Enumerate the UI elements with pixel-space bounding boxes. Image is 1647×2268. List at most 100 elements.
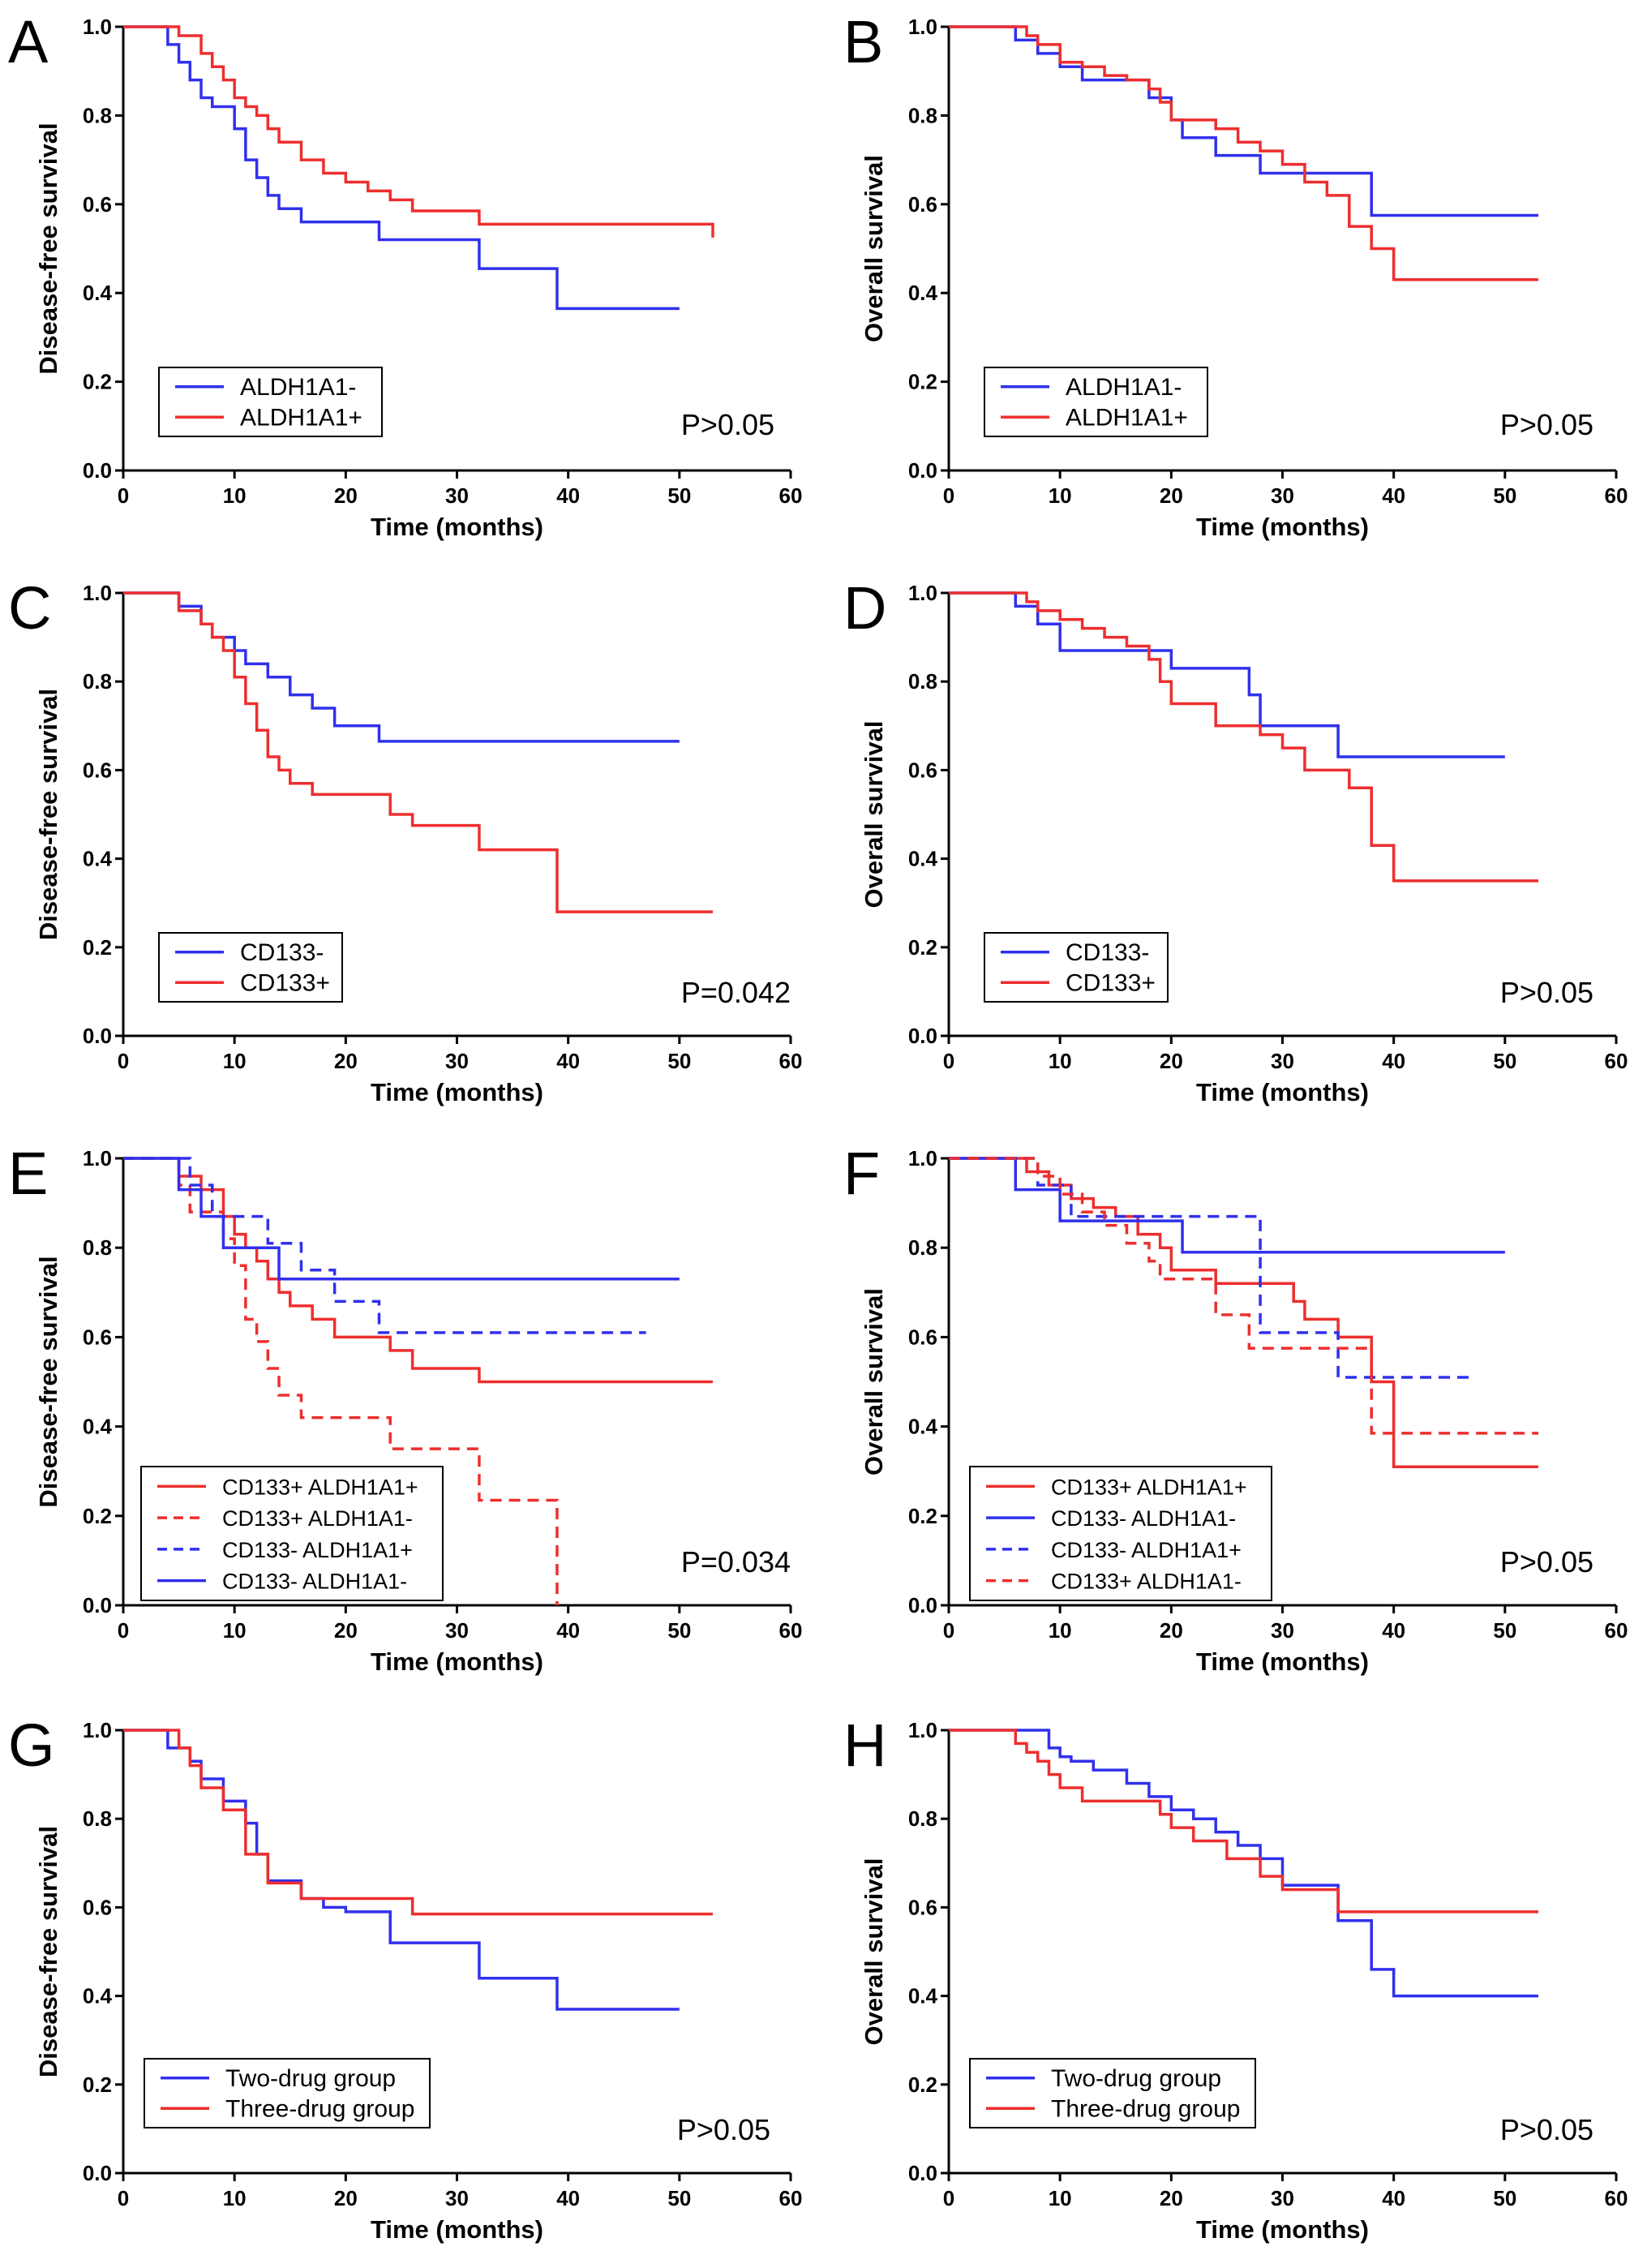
series-line-1 (949, 1157, 1538, 1468)
x-tick-label: 40 (1382, 1618, 1405, 1643)
x-tick-label: 20 (1160, 2186, 1183, 2210)
x-tick-label: 40 (556, 2186, 580, 2210)
legend-entry-label: Two-drug group (225, 2065, 396, 2092)
x-tick-label: 60 (1605, 2186, 1628, 2210)
y-tick-label: 0.2 (908, 935, 937, 960)
legend-entry-label: Two-drug group (1051, 2065, 1221, 2092)
panel-letter: B (843, 8, 883, 75)
series-line-2 (949, 1157, 1505, 1254)
y-axis-label: Overall survival (860, 1288, 888, 1475)
x-tick-label: 50 (667, 1618, 691, 1643)
y-tick-label: 0.8 (908, 1806, 937, 1831)
x-tick-label: 30 (445, 1049, 469, 1073)
series-line-2 (123, 1157, 559, 1605)
x-tick-label: 0 (943, 1618, 954, 1643)
x-tick-label: 50 (1493, 483, 1516, 508)
y-tick-label: 0.6 (908, 1895, 937, 1919)
series-line-2 (949, 25, 1538, 281)
y-tick-label: 0.4 (83, 281, 113, 305)
legend-box (144, 2058, 431, 2128)
y-axis-label: Overall survival (860, 1858, 888, 2046)
series-line-1 (123, 591, 680, 743)
legend-entry-label: CD133- ALDH1A1- (1051, 1506, 1236, 1531)
legend-box (158, 367, 383, 437)
x-tick-label: 30 (1271, 1049, 1294, 1073)
y-tick-label: 1.0 (83, 1718, 112, 1742)
x-tick-label: 50 (1493, 1049, 1516, 1073)
y-tick-label: 0.8 (83, 103, 112, 127)
series-line-1 (123, 1157, 713, 1384)
y-tick-label: 0.4 (83, 1984, 113, 2008)
x-tick-label: 50 (1493, 2186, 1516, 2210)
y-tick-label: 0.2 (908, 2073, 937, 2097)
x-tick-label: 30 (445, 2186, 469, 2210)
y-tick-label: 0.2 (83, 2073, 112, 2097)
x-axis-label: Time (months) (371, 513, 543, 541)
legend-box (140, 1466, 444, 1601)
series-line-2 (123, 591, 713, 913)
x-tick-label: 30 (1271, 2186, 1294, 2210)
legend-entry-label: ALDH1A1- (1066, 374, 1182, 401)
panel-letter: E (8, 1140, 48, 1207)
legend-box (158, 932, 343, 1003)
x-tick-label: 10 (1049, 1618, 1072, 1643)
y-tick-label: 0.8 (908, 1235, 937, 1260)
legend: CD133+ ALDH1A1+ CD133+ ALDH1A1- CD133- ALD… (140, 1466, 444, 1601)
p-value-label: P>0.05 (1500, 408, 1593, 441)
x-tick-label: 20 (1160, 1618, 1183, 1643)
y-tick-label: 0.4 (908, 1415, 938, 1439)
panel-letter: A (8, 8, 49, 75)
x-tick-label: 20 (1160, 1049, 1183, 1073)
y-tick-label: 1.0 (908, 15, 937, 39)
y-tick-label: 0.6 (908, 1325, 937, 1349)
y-tick-label: 0.2 (83, 370, 112, 394)
x-tick-label: 40 (556, 483, 580, 508)
y-tick-label: 0.0 (908, 2161, 937, 2185)
x-tick-label: 0 (118, 483, 129, 508)
x-tick-label: 10 (1049, 2186, 1072, 2210)
x-tick-label: 20 (334, 483, 358, 508)
y-tick-label: 0.2 (83, 1504, 112, 1528)
y-tick-label: 0.0 (908, 1593, 937, 1617)
y-tick-label: 0.6 (908, 758, 937, 782)
x-tick-label: 60 (779, 2186, 803, 2210)
panel-letter: F (843, 1140, 880, 1207)
legend-entry-label: ALDH1A1+ (240, 404, 362, 431)
x-tick-label: 60 (1605, 1049, 1628, 1073)
y-axis-label: Disease-free survival (34, 1826, 62, 2077)
panel-d: D 0.0 0.2 0.4 0.6 0.8 1.0 0 10 20 30 40 50 60 Time (mo… (843, 574, 1628, 1106)
series-line-1 (123, 25, 680, 311)
legend-entry-label: CD133- ALDH1A1- (222, 1570, 407, 1594)
x-tick-label: 60 (779, 483, 803, 508)
panel-e: E 0.0 0.2 0.4 0.6 0.8 1.0 0 10 20 30 40 50 60 Time (mo… (8, 1140, 802, 1676)
panel-letter: D (843, 574, 886, 642)
y-tick-label: 0.0 (908, 1024, 937, 1048)
p-value-label: P>0.05 (681, 408, 774, 441)
legend-entry-label: CD133+ (1066, 969, 1156, 996)
y-axis-label: Disease-free survival (34, 689, 62, 940)
panel-f: F 0.0 0.2 0.4 0.6 0.8 1.0 0 10 20 30 40 50 60 Time (mo… (843, 1140, 1628, 1676)
y-tick-label: 0.4 (908, 281, 938, 305)
y-tick-label: 1.0 (83, 1146, 112, 1171)
legend-entry-label: CD133+ (240, 969, 330, 996)
x-tick-label: 20 (334, 1049, 358, 1073)
y-tick-label: 0.4 (908, 847, 938, 871)
panel-b: B 0.0 0.2 0.4 0.6 0.8 1.0 0 10 20 30 40 50 60 Time (mo… (843, 8, 1628, 541)
panel-h: H 0.0 0.2 0.4 0.6 0.8 1.0 0 10 20 30 40 50 60 Time (mo… (843, 1712, 1628, 2244)
panel-letter: C (8, 574, 51, 642)
legend-entry-label: CD133- (240, 939, 324, 966)
y-tick-label: 0.8 (908, 103, 937, 127)
x-tick-label: 50 (667, 2186, 691, 2210)
series-line-2 (123, 1729, 713, 1916)
legend-entry-label: CD133- (1066, 939, 1149, 966)
x-tick-label: 30 (445, 1618, 469, 1643)
legend-entry-label: CD133+ ALDH1A1- (1051, 1570, 1242, 1594)
legend-entry-label: CD133+ ALDH1A1- (222, 1506, 413, 1531)
panel-letter: H (843, 1712, 886, 1779)
x-tick-label: 10 (223, 2186, 247, 2210)
legend: CD133- CD133+ (158, 932, 343, 1003)
series-line-4 (949, 1157, 1538, 1435)
x-axis-label: Time (months) (1196, 1647, 1369, 1676)
y-tick-label: 0.6 (83, 1895, 112, 1919)
